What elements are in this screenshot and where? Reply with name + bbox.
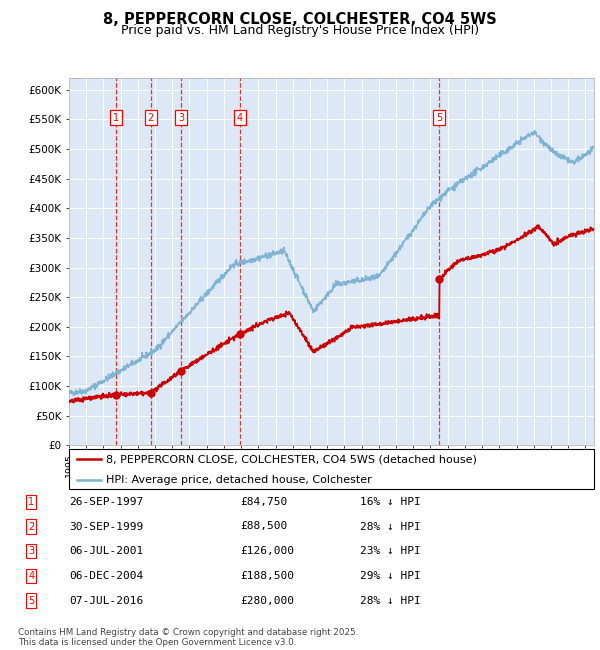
Text: 2: 2 (28, 521, 34, 532)
Text: £126,000: £126,000 (240, 546, 294, 556)
Text: 06-JUL-2001: 06-JUL-2001 (69, 546, 143, 556)
Text: Price paid vs. HM Land Registry's House Price Index (HPI): Price paid vs. HM Land Registry's House … (121, 24, 479, 37)
Text: 23% ↓ HPI: 23% ↓ HPI (360, 546, 421, 556)
Text: 16% ↓ HPI: 16% ↓ HPI (360, 497, 421, 507)
Text: 4: 4 (28, 571, 34, 581)
Text: 1: 1 (28, 497, 34, 507)
Text: 3: 3 (28, 546, 34, 556)
Text: 5: 5 (28, 595, 34, 606)
Text: 06-DEC-2004: 06-DEC-2004 (69, 571, 143, 581)
Text: £88,500: £88,500 (240, 521, 287, 532)
Text: 3: 3 (178, 112, 184, 123)
Text: 28% ↓ HPI: 28% ↓ HPI (360, 595, 421, 606)
Text: 26-SEP-1997: 26-SEP-1997 (69, 497, 143, 507)
Text: 28% ↓ HPI: 28% ↓ HPI (360, 521, 421, 532)
FancyBboxPatch shape (69, 448, 594, 489)
Text: £188,500: £188,500 (240, 571, 294, 581)
Text: 29% ↓ HPI: 29% ↓ HPI (360, 571, 421, 581)
Text: 07-JUL-2016: 07-JUL-2016 (69, 595, 143, 606)
Text: £84,750: £84,750 (240, 497, 287, 507)
Text: 8, PEPPERCORN CLOSE, COLCHESTER, CO4 5WS (detached house): 8, PEPPERCORN CLOSE, COLCHESTER, CO4 5WS… (106, 454, 476, 464)
Text: Contains HM Land Registry data © Crown copyright and database right 2025.
This d: Contains HM Land Registry data © Crown c… (18, 628, 358, 647)
Text: 1: 1 (113, 112, 119, 123)
Text: 2: 2 (148, 112, 154, 123)
Text: HPI: Average price, detached house, Colchester: HPI: Average price, detached house, Colc… (106, 474, 371, 484)
Text: 5: 5 (436, 112, 442, 123)
Text: 30-SEP-1999: 30-SEP-1999 (69, 521, 143, 532)
Text: 4: 4 (237, 112, 243, 123)
Text: 8, PEPPERCORN CLOSE, COLCHESTER, CO4 5WS: 8, PEPPERCORN CLOSE, COLCHESTER, CO4 5WS (103, 12, 497, 27)
Text: £280,000: £280,000 (240, 595, 294, 606)
